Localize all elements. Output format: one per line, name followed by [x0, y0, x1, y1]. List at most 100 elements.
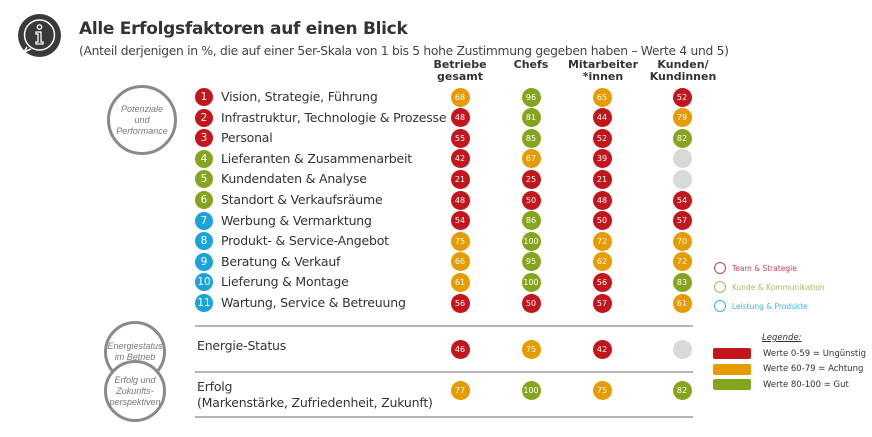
value-dot: 61 [672, 293, 692, 313]
value-dot: 85 [521, 128, 541, 148]
factor-number-badge: 7 [195, 211, 213, 230]
info-speech-icon [18, 14, 61, 57]
divider [195, 325, 693, 327]
column-header-betriebe: Betriebe gesamt [433, 58, 487, 83]
value-dot: 67 [521, 149, 541, 169]
value-dot: 21 [592, 169, 612, 189]
value-dot: 50 [592, 211, 612, 231]
value-dot: 96 [521, 87, 541, 107]
value-dot: 83 [672, 272, 692, 292]
value-dot: 81 [521, 108, 541, 128]
value-dot: 72 [672, 252, 692, 272]
divider [195, 416, 693, 418]
value-dot: 48 [592, 190, 612, 210]
legend-swatch [713, 363, 751, 375]
factor-label: Werbung & Vermarktung [221, 212, 372, 228]
factor-number-badge: 10 [195, 273, 213, 292]
value-dot: 86 [521, 211, 541, 231]
legend-item: Werte 80-100 = Gut [713, 379, 849, 390]
factor-number-badge: 4 [195, 149, 213, 168]
column-header-chefs: Chefs [513, 58, 549, 71]
legend-label: Werte 0-59 = Ungünstig [763, 348, 867, 359]
category-label: Leistung & Produkte [732, 301, 808, 311]
category-key: Leistung & Produkte [714, 300, 808, 312]
value-dot: 52 [672, 87, 692, 107]
value-dot: 54 [672, 190, 692, 210]
category-key: Kunde & Kommunikation [714, 281, 825, 293]
value-dot: 42 [592, 339, 612, 359]
category-label: Team & Strategie [732, 263, 797, 273]
page-title: Alle Erfolgsfaktoren auf einen Blick [79, 19, 408, 39]
factor-label: Lieferung & Montage [221, 274, 349, 290]
value-dot: 65 [592, 87, 612, 107]
group-ring-erfolg: Erfolg und Zukunfts- perspektiven [104, 360, 166, 422]
value-dot: 54 [450, 211, 470, 231]
value-dot: 100 [521, 231, 541, 251]
factor-number-badge: 2 [195, 108, 213, 127]
group-ring-potenziale: Potenziale und Performance [107, 85, 177, 155]
value-dot: 72 [592, 231, 612, 251]
value-dot: 95 [521, 252, 541, 272]
legend-item: Werte 0-59 = Ungünstig [713, 348, 866, 359]
value-dot: 70 [672, 231, 692, 251]
factor-number-badge: 3 [195, 129, 213, 148]
value-dot: 57 [672, 211, 692, 231]
category-circle-icon [714, 262, 726, 274]
factor-label: Wartung, Service & Betreuung [221, 295, 406, 310]
factor-label: Infrastruktur, Technologie & Prozesse [221, 109, 447, 125]
factor-label: Lieferanten & Zusammenarbeit [221, 150, 412, 166]
category-circle-icon [714, 300, 726, 312]
factor-number-badge: 9 [195, 252, 213, 271]
factor-label: Beratung & Verkauf [221, 253, 341, 269]
value-dot: 50 [521, 190, 541, 210]
legend-label: Werte 60-79 = Achtung [763, 364, 864, 374]
factor-label: Produkt- & Service-Angebot [221, 233, 389, 249]
legend-item: Werte 60-79 = Achtung [713, 363, 864, 375]
value-dot: 50 [521, 293, 541, 313]
value-dot: 62 [592, 252, 612, 272]
value-dot: 55 [450, 128, 470, 148]
legend-swatch [713, 379, 751, 390]
value-dot: 68 [450, 87, 470, 107]
legend-label: Werte 80-100 = Gut [763, 379, 849, 390]
value-dot: 100 [521, 380, 541, 400]
value-dot: 56 [450, 293, 470, 313]
value-dot: 100 [521, 272, 541, 292]
energie-label: Energie-Status [197, 338, 287, 353]
value-dot: 66 [450, 252, 470, 272]
value-dot: 75 [450, 231, 470, 251]
value-dot: 48 [450, 190, 470, 210]
value-dot: 79 [672, 108, 692, 128]
value-dot: 75 [521, 339, 541, 359]
category-label: Kunde & Kommunikation [732, 282, 825, 292]
value-dot: 82 [672, 380, 692, 400]
value-dot: 82 [672, 128, 692, 148]
factor-number-badge: 11 [195, 294, 213, 312]
value-dot: 46 [450, 339, 470, 359]
value-dot: 39 [592, 149, 612, 169]
value-dot: 57 [592, 293, 612, 313]
column-header-mitarbeiter: Mitarbeiter *innen [567, 58, 639, 83]
factor-label: Standort & Verkaufsräume [221, 192, 383, 207]
value-dot: 21 [450, 169, 470, 189]
category-circle-icon [714, 281, 726, 293]
value-dot [672, 339, 692, 359]
value-dot: 44 [592, 108, 612, 128]
value-dot: 25 [521, 169, 541, 189]
factor-number-badge: 8 [195, 232, 213, 251]
factor-number-badge: 1 [195, 88, 213, 106]
factor-number-badge: 5 [195, 170, 213, 189]
value-dot: 42 [450, 149, 470, 169]
page-subtitle: (Anteil derjenigen in %, die auf einer 5… [79, 44, 729, 58]
value-dot: 75 [592, 380, 612, 400]
divider [195, 371, 693, 373]
value-dot: 56 [592, 272, 612, 292]
legend-swatch [713, 348, 751, 359]
factor-label: Kundendaten & Analyse [221, 171, 367, 187]
value-dot [672, 149, 692, 169]
value-dot: 48 [450, 108, 470, 128]
factor-label: Personal [221, 130, 273, 146]
value-dot [672, 169, 692, 189]
legend-title: Legende: [762, 333, 802, 343]
factor-number-badge: 6 [195, 191, 213, 209]
